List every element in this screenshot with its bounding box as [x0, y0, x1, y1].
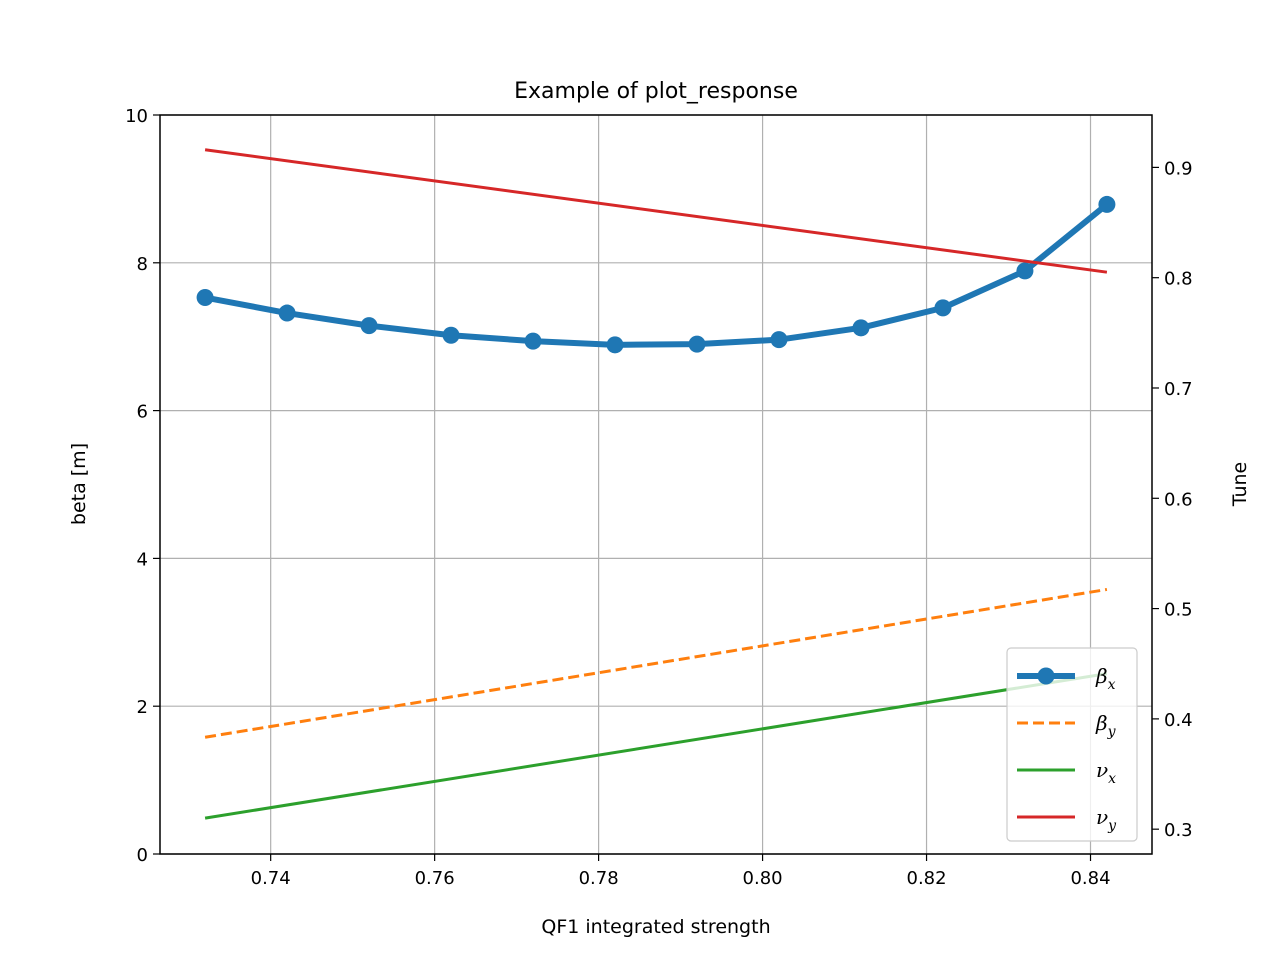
legend-entry: νx [1017, 758, 1116, 787]
legend-label-subscript: x [1108, 677, 1116, 693]
x-axis-label: QF1 integrated strength [541, 916, 770, 938]
data-point [852, 319, 870, 337]
legend-label: βx [1095, 664, 1116, 693]
y-axis-right: 0.3 0.4 0.5 0.6 0.7 0.8 0.9 [1152, 158, 1193, 841]
x-tick-label: 0.84 [1070, 868, 1110, 889]
legend-label-subscript: x [1108, 771, 1116, 787]
y-tick-label: 10 [125, 106, 148, 127]
legend-label-symbol: ν [1096, 758, 1108, 782]
y2-tick-label: 0.8 [1164, 269, 1193, 290]
legend-label-subscript: y [1107, 724, 1117, 740]
series-νy [204, 148, 1108, 274]
y2-tick-label: 0.4 [1164, 710, 1193, 731]
series-layer [196, 148, 1116, 820]
y2-tick-label: 0.9 [1164, 158, 1193, 179]
plot-frame [159, 114, 1153, 855]
series-line [204, 148, 1108, 274]
x-axis: 0.74 0.76 0.78 0.80 0.82 0.84 [251, 854, 1111, 889]
data-point [442, 326, 460, 344]
series-βy [204, 587, 1108, 739]
series-βx [196, 195, 1116, 354]
y2-tick-label: 0.7 [1164, 379, 1193, 400]
x-tick-label: 0.82 [907, 868, 947, 889]
y-tick-label: 2 [137, 697, 148, 718]
data-point [1098, 195, 1116, 213]
data-point [606, 336, 624, 354]
legend-label-symbol: β [1095, 711, 1108, 735]
series-νx [204, 672, 1108, 820]
data-point [1016, 262, 1034, 280]
y-tick-label: 4 [137, 549, 148, 570]
chart-title: Example of plot_response [514, 79, 798, 104]
data-point [770, 331, 788, 349]
y-tick-label: 6 [137, 402, 148, 423]
y2-axis-label: Tune [1229, 462, 1251, 508]
legend-label-subscript: y [1107, 818, 1117, 834]
data-point [524, 332, 542, 350]
y-tick-label: 0 [137, 845, 148, 866]
legend-label-symbol: ν [1096, 805, 1108, 829]
y-axis-label: beta [m] [68, 443, 90, 525]
y-axis-left: 0 2 4 6 8 10 [125, 106, 160, 866]
series-line [204, 672, 1108, 820]
x-tick-label: 0.76 [415, 868, 455, 889]
legend-entry: νy [1017, 805, 1117, 834]
y2-tick-label: 0.6 [1164, 489, 1193, 510]
y2-tick-label: 0.5 [1164, 600, 1193, 621]
data-point [196, 289, 214, 307]
data-point [688, 335, 706, 353]
series-line [204, 202, 1109, 348]
series-line [204, 587, 1108, 739]
data-point [934, 299, 952, 317]
x-tick-label: 0.80 [743, 868, 783, 889]
data-point [278, 304, 296, 322]
legend-label-symbol: β [1095, 664, 1108, 688]
legend-box [1006, 647, 1138, 842]
y2-tick-label: 0.3 [1164, 820, 1193, 841]
x-tick-label: 0.78 [579, 868, 619, 889]
x-tick-label: 0.74 [251, 868, 291, 889]
legend-marker [1037, 667, 1055, 685]
y-tick-label: 8 [137, 254, 148, 275]
legend-label: βy [1095, 711, 1117, 740]
legend-label: νx [1096, 758, 1116, 787]
legend-entry: βy [1017, 711, 1117, 740]
legend-entry: βx [1017, 664, 1116, 693]
legend-label: νy [1096, 805, 1117, 834]
grid [160, 114, 1152, 855]
data-point [360, 317, 378, 335]
